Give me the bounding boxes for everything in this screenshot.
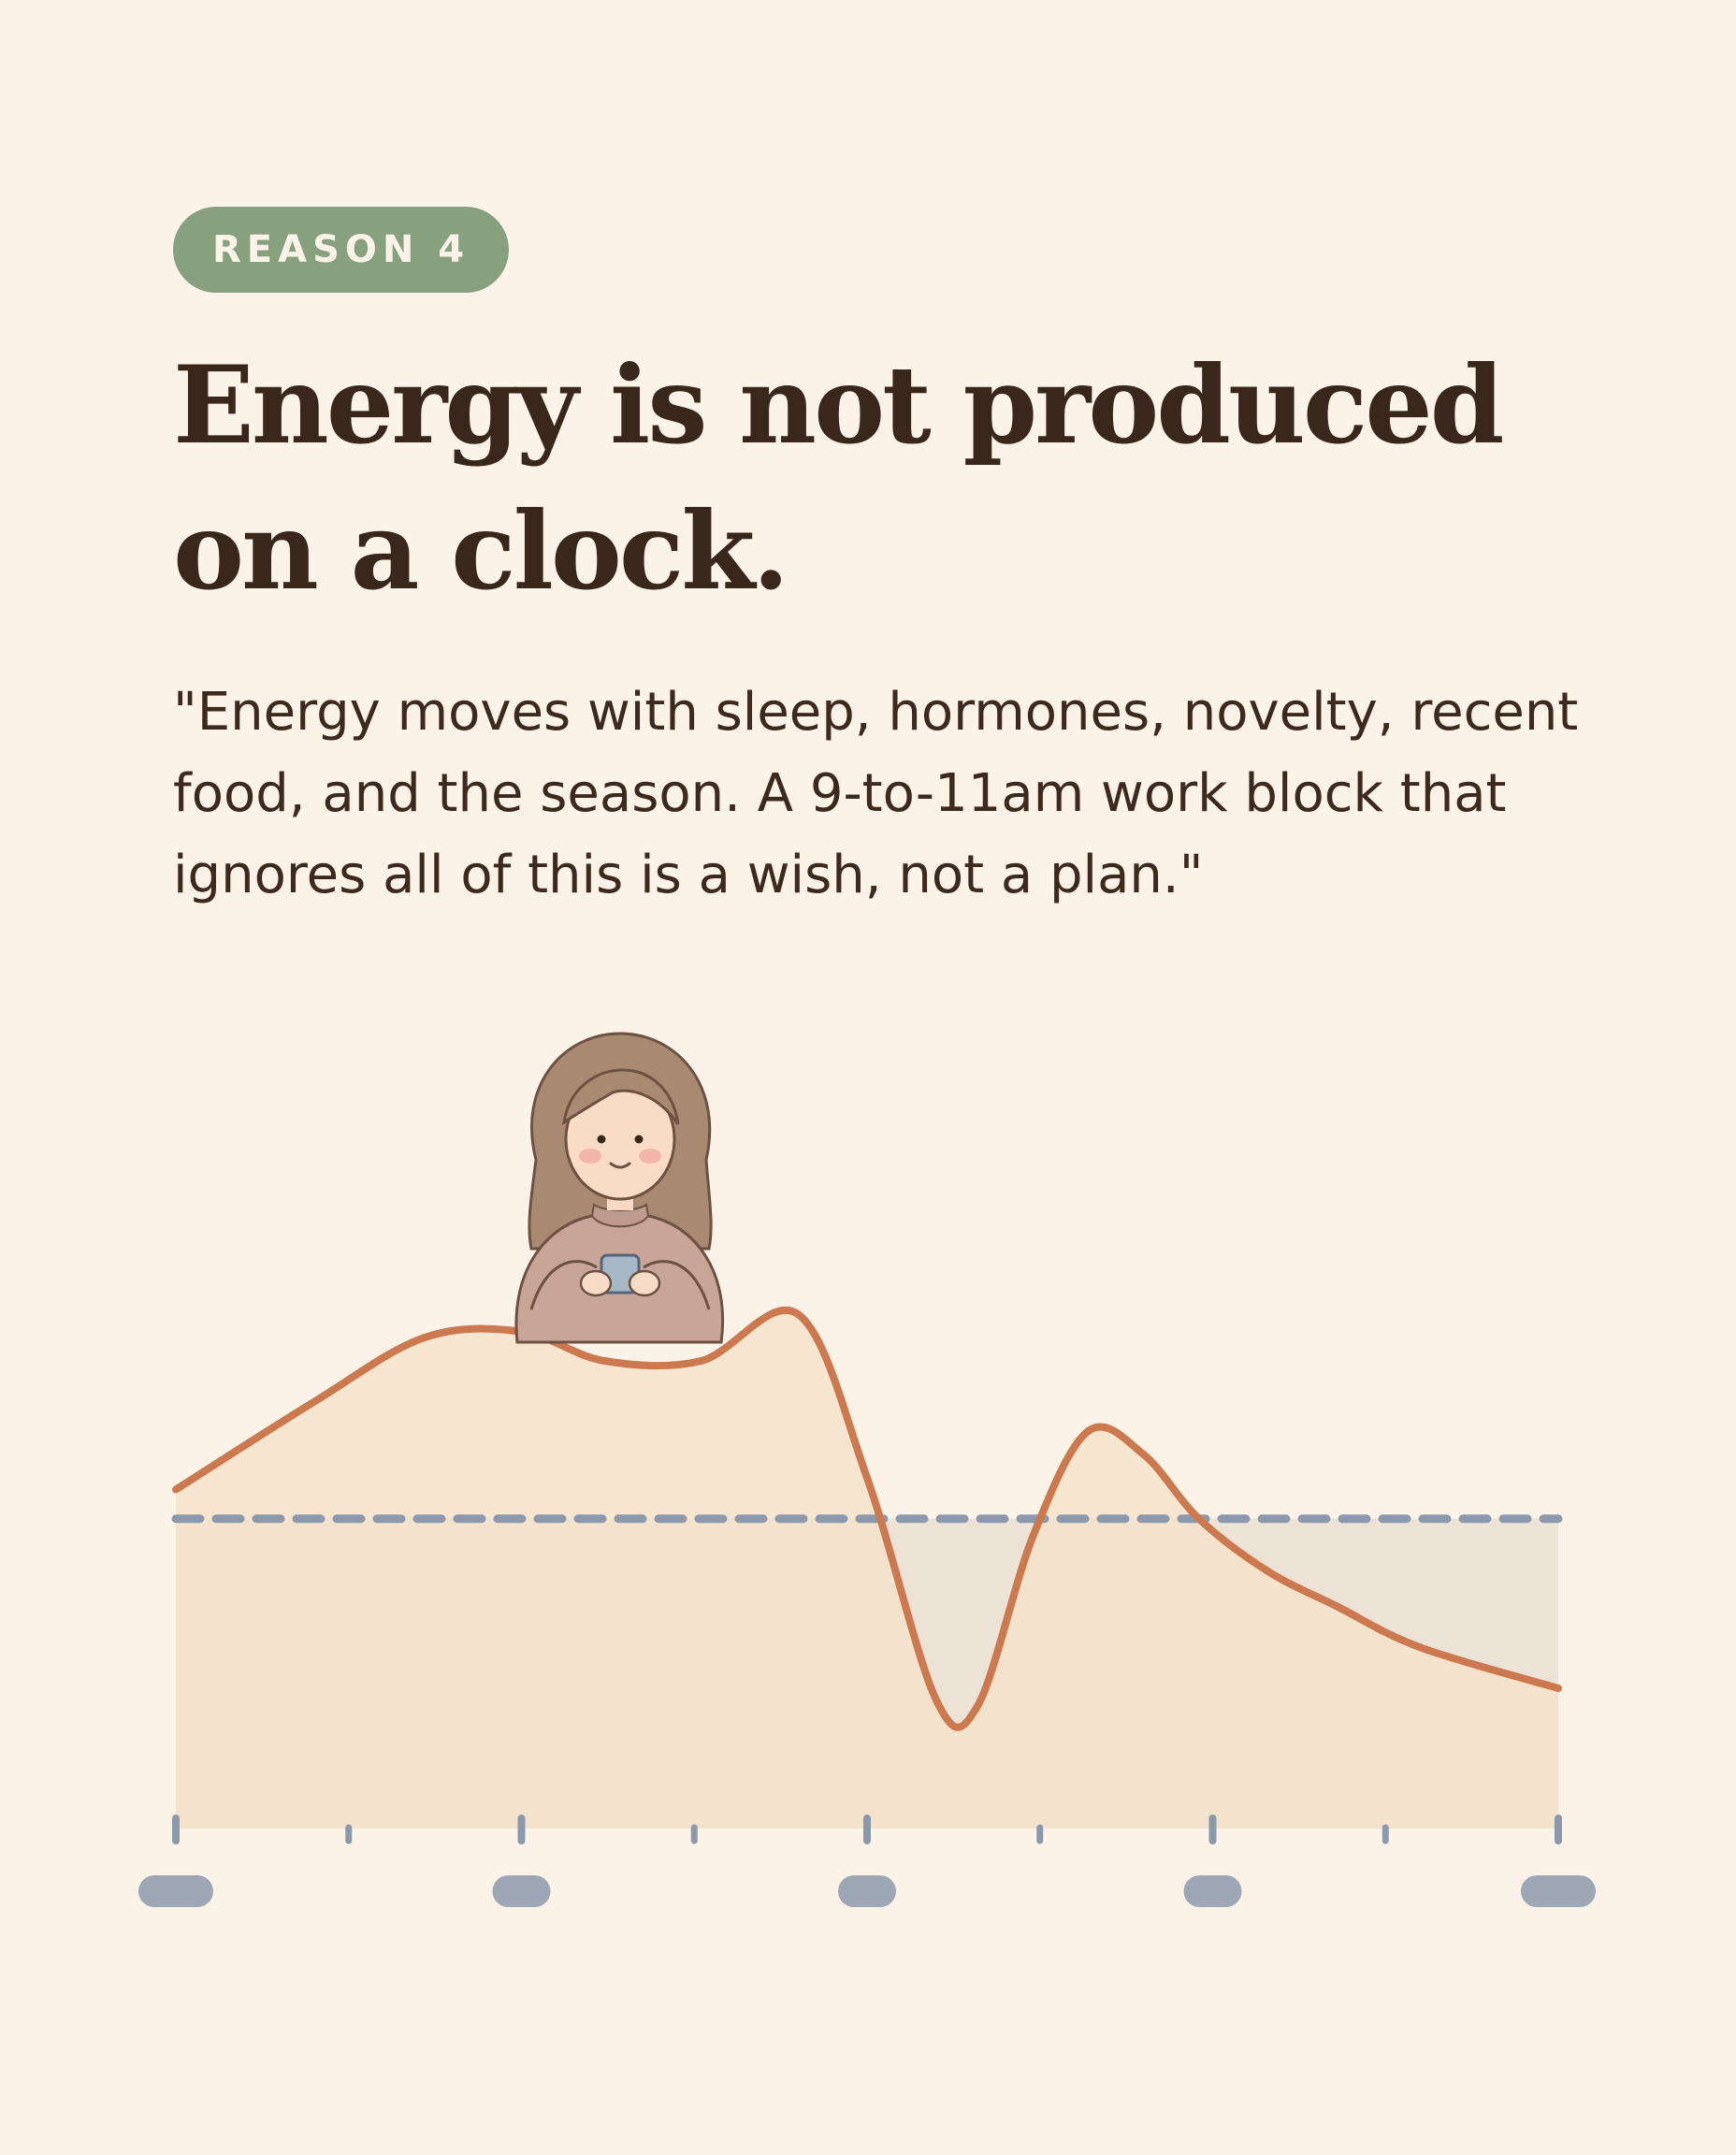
chart-background-fill <box>176 1309 1558 1829</box>
energy-curve <box>172 1306 1562 1731</box>
x-tick-label-blob <box>1521 1875 1596 1907</box>
x-tick-label-blob <box>492 1875 551 1907</box>
x-axis-ticks <box>172 1815 1562 1844</box>
reason-badge: REASON 4 <box>173 207 510 293</box>
x-tick-label-blob <box>138 1875 213 1907</box>
x-tick-label-blob <box>838 1875 896 1907</box>
person-holding-mug-icon <box>514 1032 724 1344</box>
curve-area-fill <box>176 1309 1558 1829</box>
x-axis-tick-labels <box>138 1875 1596 1907</box>
page-title: Energy is not produced on a clock. <box>173 342 1505 614</box>
x-tick-label-blob <box>1183 1875 1242 1907</box>
quote-text: "Energy moves with sleep, hormones, nove… <box>173 682 1579 905</box>
